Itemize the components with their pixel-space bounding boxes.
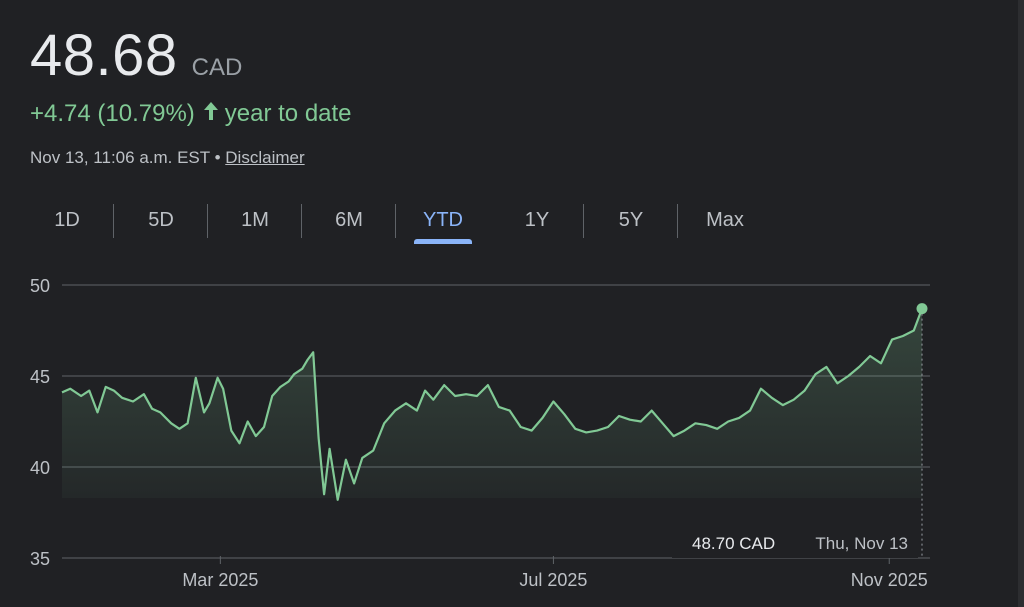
x-tick-label: Jul 2025 xyxy=(519,570,587,590)
active-tab-indicator xyxy=(414,239,472,244)
tab-1m[interactable]: 1M xyxy=(208,200,302,240)
x-tick-label: Nov 2025 xyxy=(851,570,928,590)
tab-6m[interactable]: 6M xyxy=(302,200,396,240)
disclaimer-link[interactable]: Disclaimer xyxy=(225,148,305,167)
tab-label: 1Y xyxy=(524,208,550,231)
y-tick-label: 40 xyxy=(30,458,50,478)
arrow-up-icon xyxy=(203,100,219,128)
y-tick-label: 50 xyxy=(30,276,50,296)
tab-label: 5D xyxy=(148,208,174,231)
range-tabs: 1D 5D 1M 6M YTD 1Y 5Y Max xyxy=(20,200,772,244)
x-tick-label: Mar 2025 xyxy=(182,570,258,590)
tab-max[interactable]: Max xyxy=(678,200,772,240)
quote-timestamp: Nov 13, 11:06 a.m. EST xyxy=(30,148,210,167)
meta-separator: • xyxy=(214,148,221,167)
price-header: 48.68 CAD xyxy=(30,22,242,89)
quote-meta: Nov 13, 11:06 a.m. EST • Disclaimer xyxy=(30,148,305,168)
tooltip-date: Thu, Nov 13 xyxy=(815,534,908,553)
y-tick-label: 45 xyxy=(30,367,50,387)
tab-label: Max xyxy=(706,208,744,231)
tooltip-bg xyxy=(672,526,918,558)
current-price: 48.68 xyxy=(30,23,178,88)
price-change: +4.74 (10.79%) year to date xyxy=(30,100,352,128)
tab-label: YTD xyxy=(423,208,463,231)
tab-1d[interactable]: 1D xyxy=(20,200,114,240)
tab-label: 5Y xyxy=(618,208,644,231)
tab-5y[interactable]: 5Y xyxy=(584,200,678,240)
tab-label: 1M xyxy=(241,208,269,231)
scrollbar-edge xyxy=(1018,0,1024,607)
tab-5d[interactable]: 5D xyxy=(114,200,208,240)
price-area xyxy=(62,308,922,500)
change-value: +4.74 (10.79%) xyxy=(30,100,195,127)
tab-ytd[interactable]: YTD xyxy=(396,200,490,244)
currency-code: CAD xyxy=(191,54,243,81)
tab-label: 1D xyxy=(54,208,80,231)
price-line xyxy=(61,308,924,501)
last-price-dot xyxy=(916,303,928,315)
tooltip-value: 48.70 CAD xyxy=(692,534,775,553)
change-period: year to date xyxy=(224,100,352,127)
tab-1y[interactable]: 1Y xyxy=(490,200,584,240)
tab-label: 6M xyxy=(335,208,363,231)
y-tick-label: 35 xyxy=(30,549,50,569)
